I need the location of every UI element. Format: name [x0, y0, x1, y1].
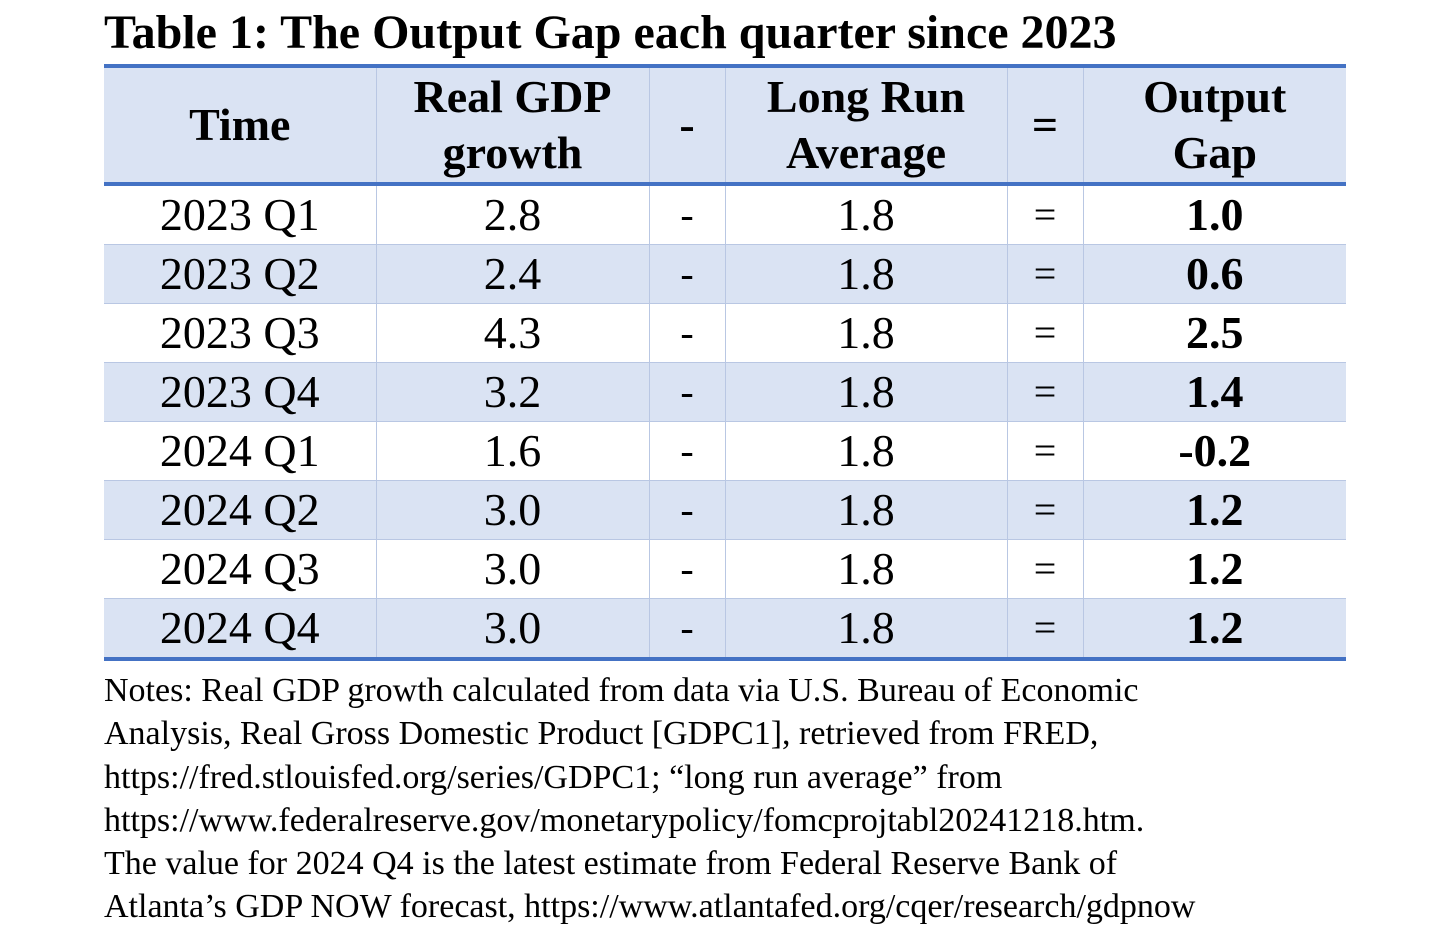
cell-average: 1.8	[724, 598, 1007, 659]
cell-time: 2023 Q2	[104, 244, 376, 304]
table-row: 2024 Q4 3.0 - 1.8 = 1.2	[104, 598, 1346, 659]
header-real-gdp-growth: Real GDP growth	[375, 66, 649, 184]
cell-growth: 1.6	[375, 421, 649, 481]
cell-equals: =	[1006, 362, 1083, 422]
cell-growth: 3.2	[375, 362, 649, 422]
cell-average: 1.8	[724, 244, 1007, 304]
cell-average: 1.8	[724, 362, 1007, 422]
cell-average: 1.8	[724, 539, 1007, 599]
table-row: 2023 Q2 2.4 - 1.8 = 0.6	[104, 244, 1346, 304]
cell-minus: -	[648, 184, 725, 245]
cell-average: 1.8	[724, 480, 1007, 540]
cell-time: 2024 Q4	[104, 598, 376, 659]
table-row: 2024 Q1 1.6 - 1.8 = -0.2	[104, 421, 1346, 481]
cell-minus: -	[648, 421, 725, 481]
table-row: 2023 Q1 2.8 - 1.8 = 1.0	[104, 184, 1346, 245]
cell-output-gap: 1.4	[1082, 362, 1346, 422]
cell-output-gap: 1.0	[1082, 184, 1346, 245]
table-title: Table 1: The Output Gap each quarter sin…	[104, 6, 1117, 59]
cell-equals: =	[1006, 303, 1083, 363]
notes-line: The value for 2024 Q4 is the latest esti…	[104, 845, 1118, 883]
notes-line: Analysis, Real Gross Domestic Product [G…	[104, 715, 1099, 753]
notes-line: Atlanta’s GDP NOW forecast, https://www.…	[104, 888, 1196, 926]
cell-output-gap: 1.2	[1082, 598, 1346, 659]
cell-time: 2024 Q1	[104, 421, 376, 481]
notes-line: https://fred.stlouisfed.org/series/GDPC1…	[104, 758, 1003, 796]
cell-average: 1.8	[724, 303, 1007, 363]
cell-minus: -	[648, 303, 725, 363]
cell-growth: 3.0	[375, 480, 649, 540]
table-row: 2024 Q3 3.0 - 1.8 = 1.2	[104, 539, 1346, 599]
header-row: Time Real GDP growth - Long Run Average = …	[104, 66, 1346, 184]
table-row: 2023 Q4 3.2 - 1.8 = 1.4	[104, 362, 1346, 422]
cell-time: 2023 Q3	[104, 303, 376, 363]
cell-growth: 3.0	[375, 539, 649, 599]
header-long-run-average: Long Run Average	[724, 66, 1007, 184]
cell-growth: 3.0	[375, 598, 649, 659]
cell-minus: -	[648, 539, 725, 599]
header-output-gap: Output Gap	[1082, 66, 1346, 184]
table-row: 2024 Q2 3.0 - 1.8 = 1.2	[104, 480, 1346, 540]
cell-equals: =	[1006, 539, 1083, 599]
cell-growth: 4.3	[375, 303, 649, 363]
cell-minus: -	[648, 598, 725, 659]
cell-time: 2023 Q1	[159, 189, 320, 240]
notes-line: https://www.federalreserve.gov/monetaryp…	[104, 801, 1145, 839]
table-row: 2023 Q3 4.3 - 1.8 = 2.5	[104, 303, 1346, 363]
cell-time: 2023 Q4	[104, 362, 376, 422]
header-equals: =	[1006, 66, 1083, 184]
output-gap-table: Time Real GDP growth - Long Run Average = …	[104, 64, 1346, 661]
cell-average: 1.8	[724, 184, 1007, 245]
header-minus: -	[648, 66, 725, 184]
cell-minus: -	[648, 244, 725, 304]
cell-equals: =	[1006, 421, 1083, 481]
cell-equals: =	[1006, 184, 1083, 245]
cell-output-gap: -0.2	[1082, 421, 1346, 481]
cell-output-gap: 0.6	[1082, 244, 1346, 304]
cell-growth: 2.4	[375, 244, 649, 304]
cell-minus: -	[648, 362, 725, 422]
cell-equals: =	[1006, 480, 1083, 540]
cell-output-gap: 1.2	[1082, 480, 1346, 540]
cell-minus: -	[648, 480, 725, 540]
table-body: 2023 Q1 2.8 - 1.8 = 1.0 2023 Q2 2.4 - 1.…	[104, 184, 1346, 659]
cell-equals: =	[1006, 598, 1083, 659]
cell-output-gap: 1.2	[1082, 539, 1346, 599]
header-time: Time	[189, 99, 291, 150]
table-notes: Notes: Real GDP growth calculated from d…	[104, 669, 1434, 929]
cell-average: 1.8	[724, 421, 1007, 481]
cell-time: 2024 Q3	[104, 539, 376, 599]
cell-equals: =	[1006, 244, 1083, 304]
cell-output-gap: 2.5	[1082, 303, 1346, 363]
cell-time: 2024 Q2	[104, 480, 376, 540]
cell-growth: 2.8	[375, 184, 649, 245]
notes-line: Notes: Real GDP growth calculated from d…	[104, 672, 1139, 709]
